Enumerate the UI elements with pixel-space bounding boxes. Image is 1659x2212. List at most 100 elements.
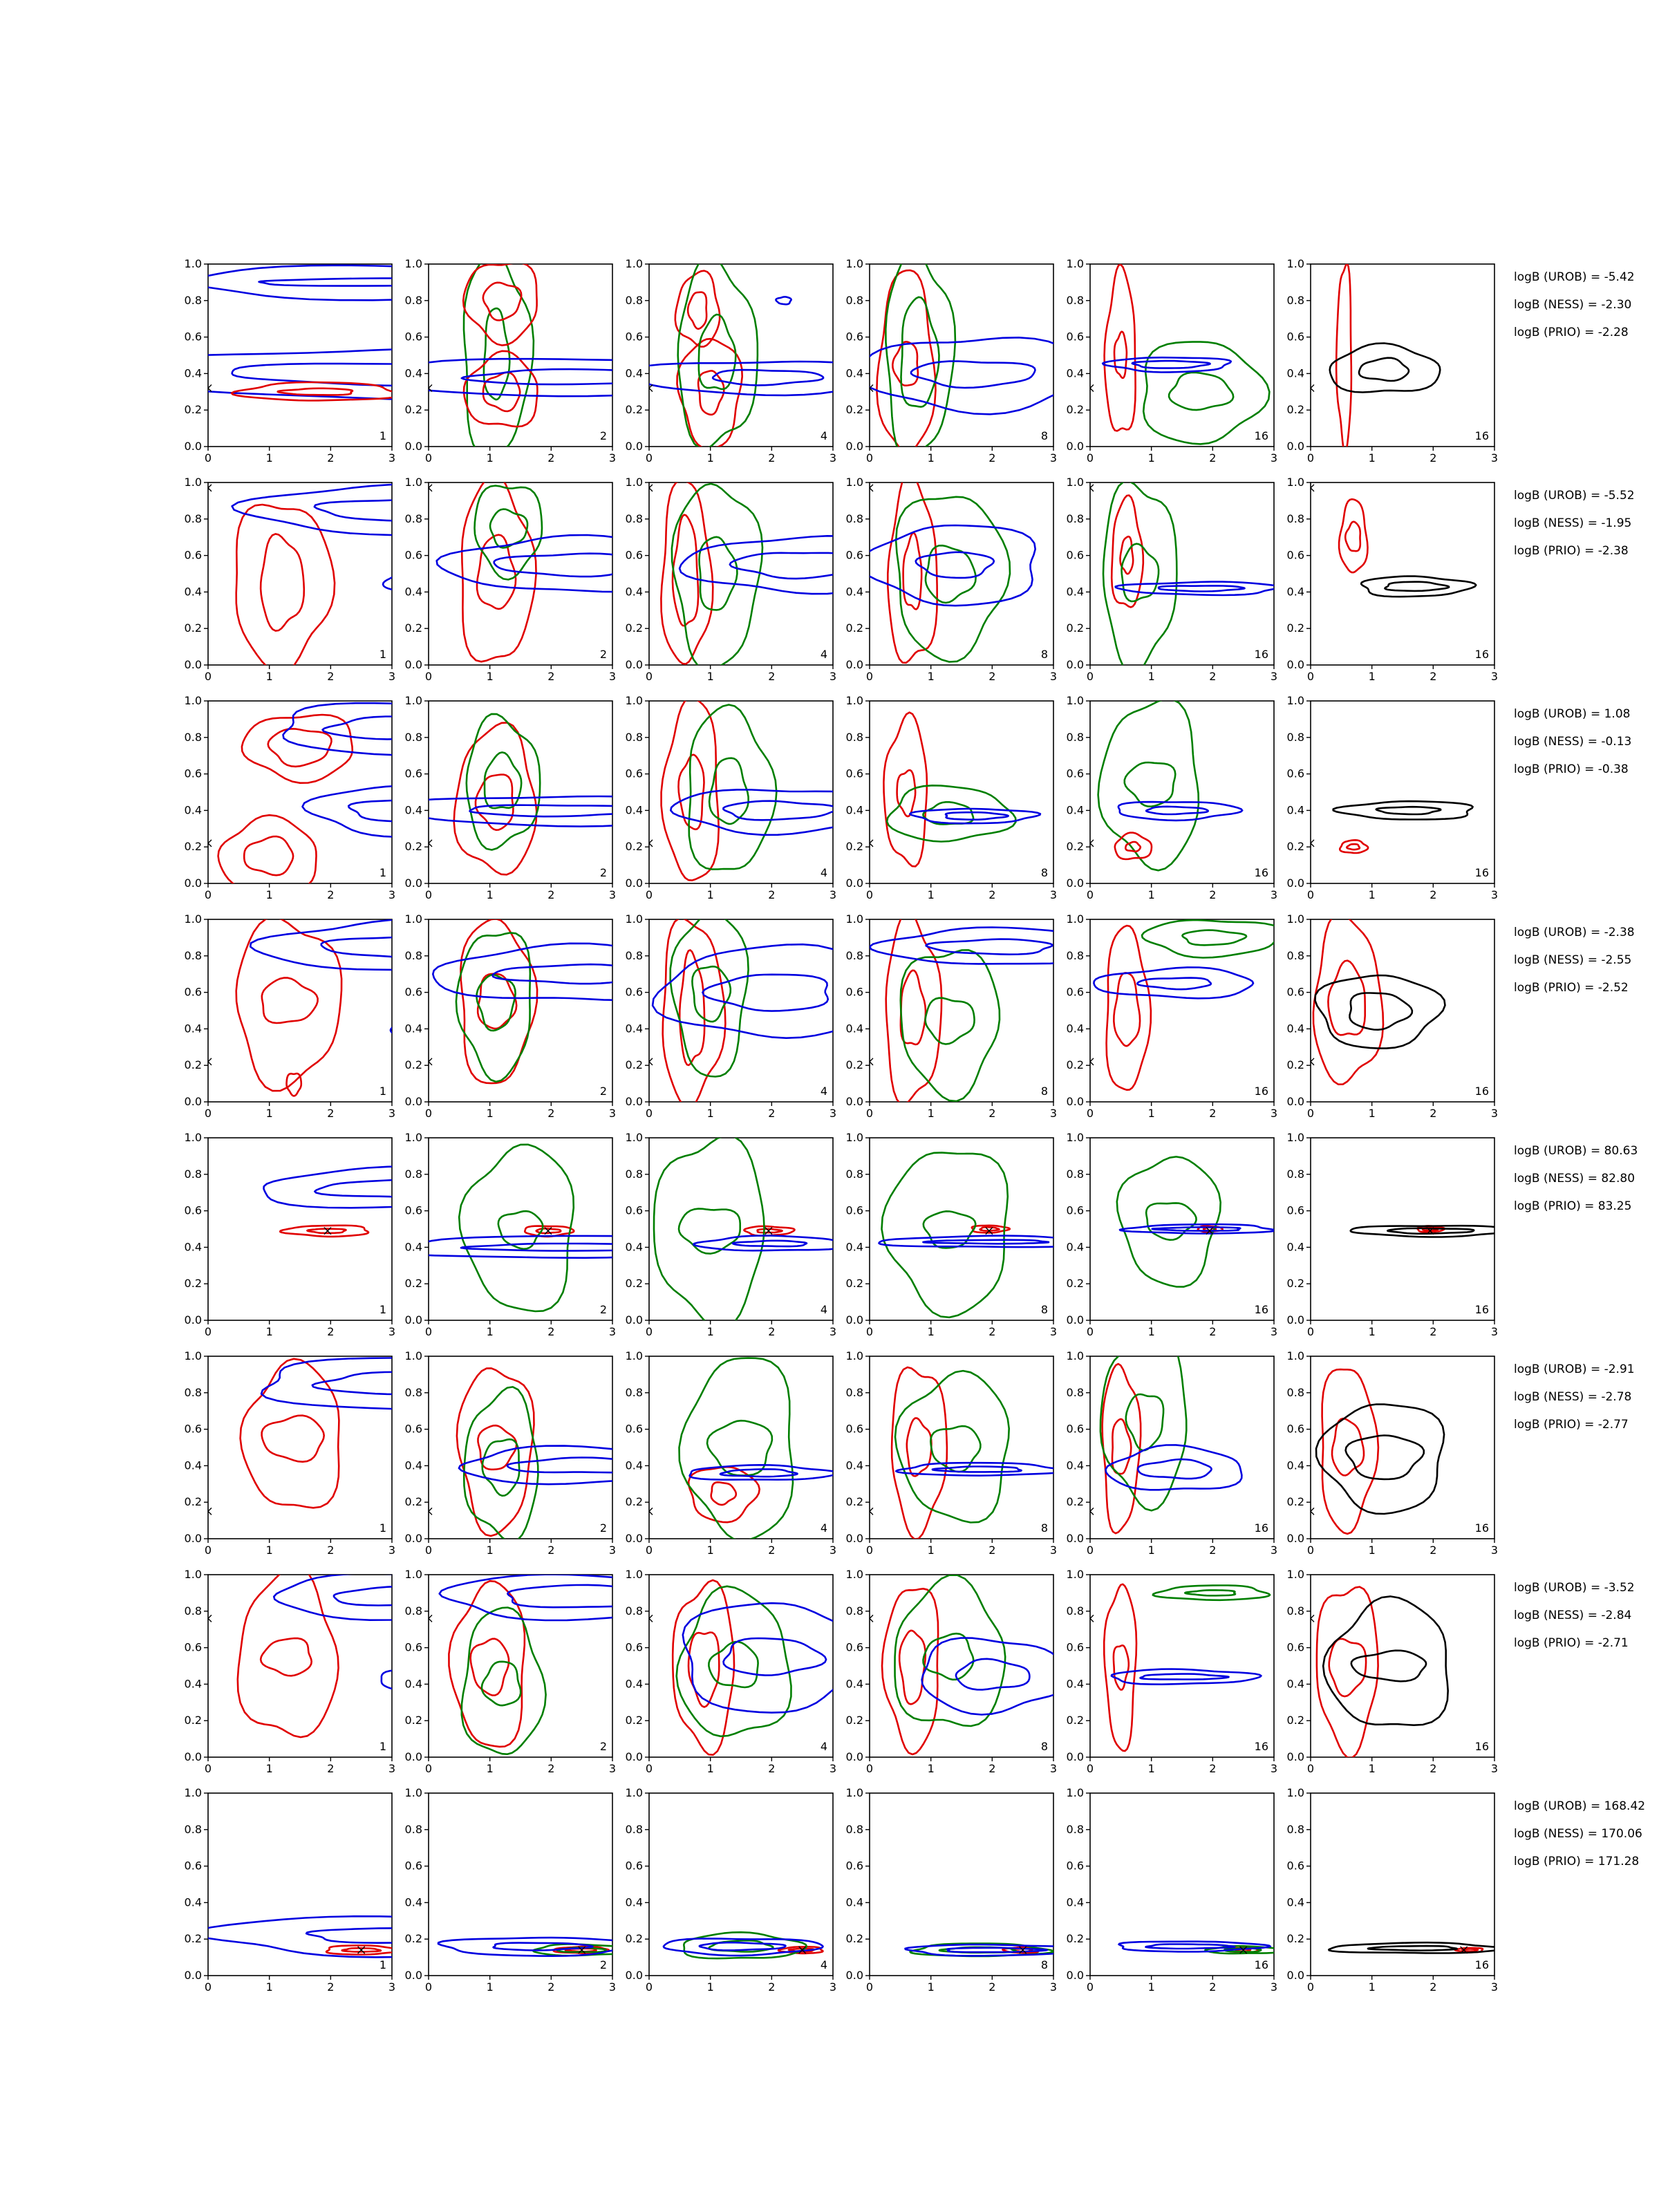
logb-label: logB (UROB) = -3.52 (1514, 1581, 1635, 1595)
y-tick-label: 0.8 (1067, 949, 1084, 962)
green-contour (688, 704, 778, 870)
y-tick-label: 0.2 (846, 840, 863, 853)
blue-contour (249, 919, 392, 971)
x-tick-label: 3 (388, 1107, 395, 1120)
panel-annotation: 16 (1475, 1958, 1489, 1971)
panel-annotation: 1 (379, 429, 386, 442)
y-tick-label: 0.2 (626, 1277, 643, 1290)
x-tick-label: 3 (388, 1980, 395, 1994)
x-tick-label: 2 (768, 1544, 775, 1557)
panel-r4-c3: 0 1 2 3 0.0 0.2 0.4 0.6 0.8 1.0 4 (626, 912, 837, 1120)
panel-annotation: 4 (821, 1958, 827, 1971)
blue-contour (731, 1239, 808, 1248)
x-tick-label: 2 (988, 888, 995, 901)
x-tick-label: 0 (205, 1980, 212, 1994)
blue-contour (722, 1637, 827, 1676)
logb-label: logB (PRIO) = -2.28 (1514, 326, 1629, 339)
y-tick-label: 0.4 (185, 803, 202, 816)
y-tick-label: 0.0 (405, 658, 422, 671)
blue-contour (491, 963, 612, 985)
green-contour (708, 1640, 759, 1689)
y-tick-label: 0.2 (846, 1495, 863, 1508)
x-tick-label: 0 (205, 1762, 212, 1775)
panel-r6-c2: 0 1 2 30.00.20.40.60.81.02 (405, 1349, 617, 1557)
panel-frame (869, 1356, 1054, 1539)
panel-r7-c2: 0 1 2 30.00.20.40.60.81.02 (405, 1568, 617, 1775)
x-tick-label: 1 (928, 1762, 935, 1775)
y-tick-label: 0.4 (1287, 366, 1304, 379)
y-tick-label: 0.8 (1067, 512, 1084, 525)
y-tick-label: 0.8 (405, 512, 422, 525)
x-tick-label: 3 (609, 670, 616, 683)
x-tick-label: 1 (928, 1325, 935, 1338)
blue-contour (305, 1927, 392, 1944)
contour-group (904, 1942, 1053, 1958)
x-tick-label: 3 (830, 888, 836, 901)
y-tick-label: 0.8 (405, 1823, 422, 1836)
y-tick-label: 0.0 (1067, 1969, 1084, 1982)
y-tick-label: 0.2 (846, 403, 863, 416)
blue-contour (698, 1941, 787, 1951)
blue-contour (946, 1947, 1049, 1953)
blue-contour (469, 804, 612, 818)
y-tick-label: 0.4 (1067, 1895, 1084, 1909)
panel-annotation: 16 (1255, 429, 1268, 442)
panel-r1-c1: 0 1 2 3 0.0 0.2 0.4 0.6 0.8 1.0 1 (185, 257, 396, 465)
red-contour (687, 1631, 720, 1708)
green-contour (474, 485, 543, 581)
red-contour (230, 381, 392, 402)
red-contour (259, 1637, 312, 1677)
panel-annotation: 16 (1475, 1740, 1489, 1753)
panel-frame (207, 263, 393, 447)
black-contour (1350, 1649, 1427, 1683)
truth-marker (870, 384, 874, 393)
panel-r6-c6: 0 1 2 3 0.0 0.2 0.4 0.6 0.8 1.0 16 (1287, 1349, 1499, 1557)
y-tick-label: 1.0 (405, 912, 422, 926)
panel-r5-c1: 0 1 2 3 0.0 0.2 0.4 0.6 0.8 1.0 1 (185, 1131, 396, 1338)
y-tick-label: 1.0 (405, 257, 422, 270)
y-tick-label: 0.2 (846, 1277, 863, 1290)
y-tick-label: 1.0 (1067, 1568, 1084, 1581)
x-tick-label: 0 (866, 451, 873, 465)
green-contour (677, 264, 759, 447)
y-tick-label: 0.0 (1287, 1532, 1304, 1545)
green-contour (708, 1939, 774, 1953)
truth-marker (544, 1227, 552, 1235)
logb-label: logB (PRIO) = 171.28 (1514, 1855, 1639, 1868)
y-tick-label: 0.2 (846, 1932, 863, 1945)
y-tick-label: 0.6 (185, 549, 202, 562)
panel-r7-c6: 0 1 2 3 0.0 0.2 0.4 0.6 0.8 1.0 16 (1287, 1568, 1499, 1775)
blue-contour (729, 552, 833, 580)
y-tick-label: 0.0 (185, 1750, 202, 1763)
y-tick-label: 1.0 (1067, 476, 1084, 489)
contour-group (429, 264, 612, 447)
blue-contour (870, 524, 1036, 607)
y-tick-label: 0.4 (846, 585, 863, 598)
truth-marker (870, 1614, 874, 1622)
x-tick-label: 3 (1050, 670, 1057, 683)
x-tick-label: 2 (1209, 1762, 1216, 1775)
truth-marker (1311, 1614, 1315, 1622)
y-tick-label: 0.6 (846, 1859, 863, 1873)
panel-frame (1089, 1574, 1275, 1758)
red-contour (476, 534, 517, 610)
truth-marker (429, 384, 433, 393)
y-tick-label: 0.4 (846, 1459, 863, 1472)
x-tick-label: 3 (1050, 1325, 1057, 1338)
truth-marker (870, 1507, 874, 1515)
red-contour (1111, 1418, 1132, 1475)
panel-frame (207, 700, 393, 884)
x-tick-label: 1 (707, 1544, 714, 1557)
x-tick-label: 0 (866, 1544, 873, 1557)
panel-r5-c3: 0 1 2 3 0.0 0.2 0.4 0.6 0.8 1.0 4 (626, 1131, 837, 1338)
truth-marker (649, 1507, 653, 1515)
y-tick-label: 1.0 (405, 1131, 422, 1144)
y-tick-label: 0.0 (846, 440, 863, 453)
green-contour (483, 751, 523, 809)
red-contour (662, 919, 727, 1102)
panel-r2-c4: 0 1 2 3 0.0 0.2 0.4 0.6 0.8 1.0 8 (846, 476, 1058, 683)
truth-marker (1090, 484, 1094, 492)
red-contour (453, 722, 538, 876)
blue-contour (382, 576, 392, 591)
truth-marker (429, 484, 433, 492)
